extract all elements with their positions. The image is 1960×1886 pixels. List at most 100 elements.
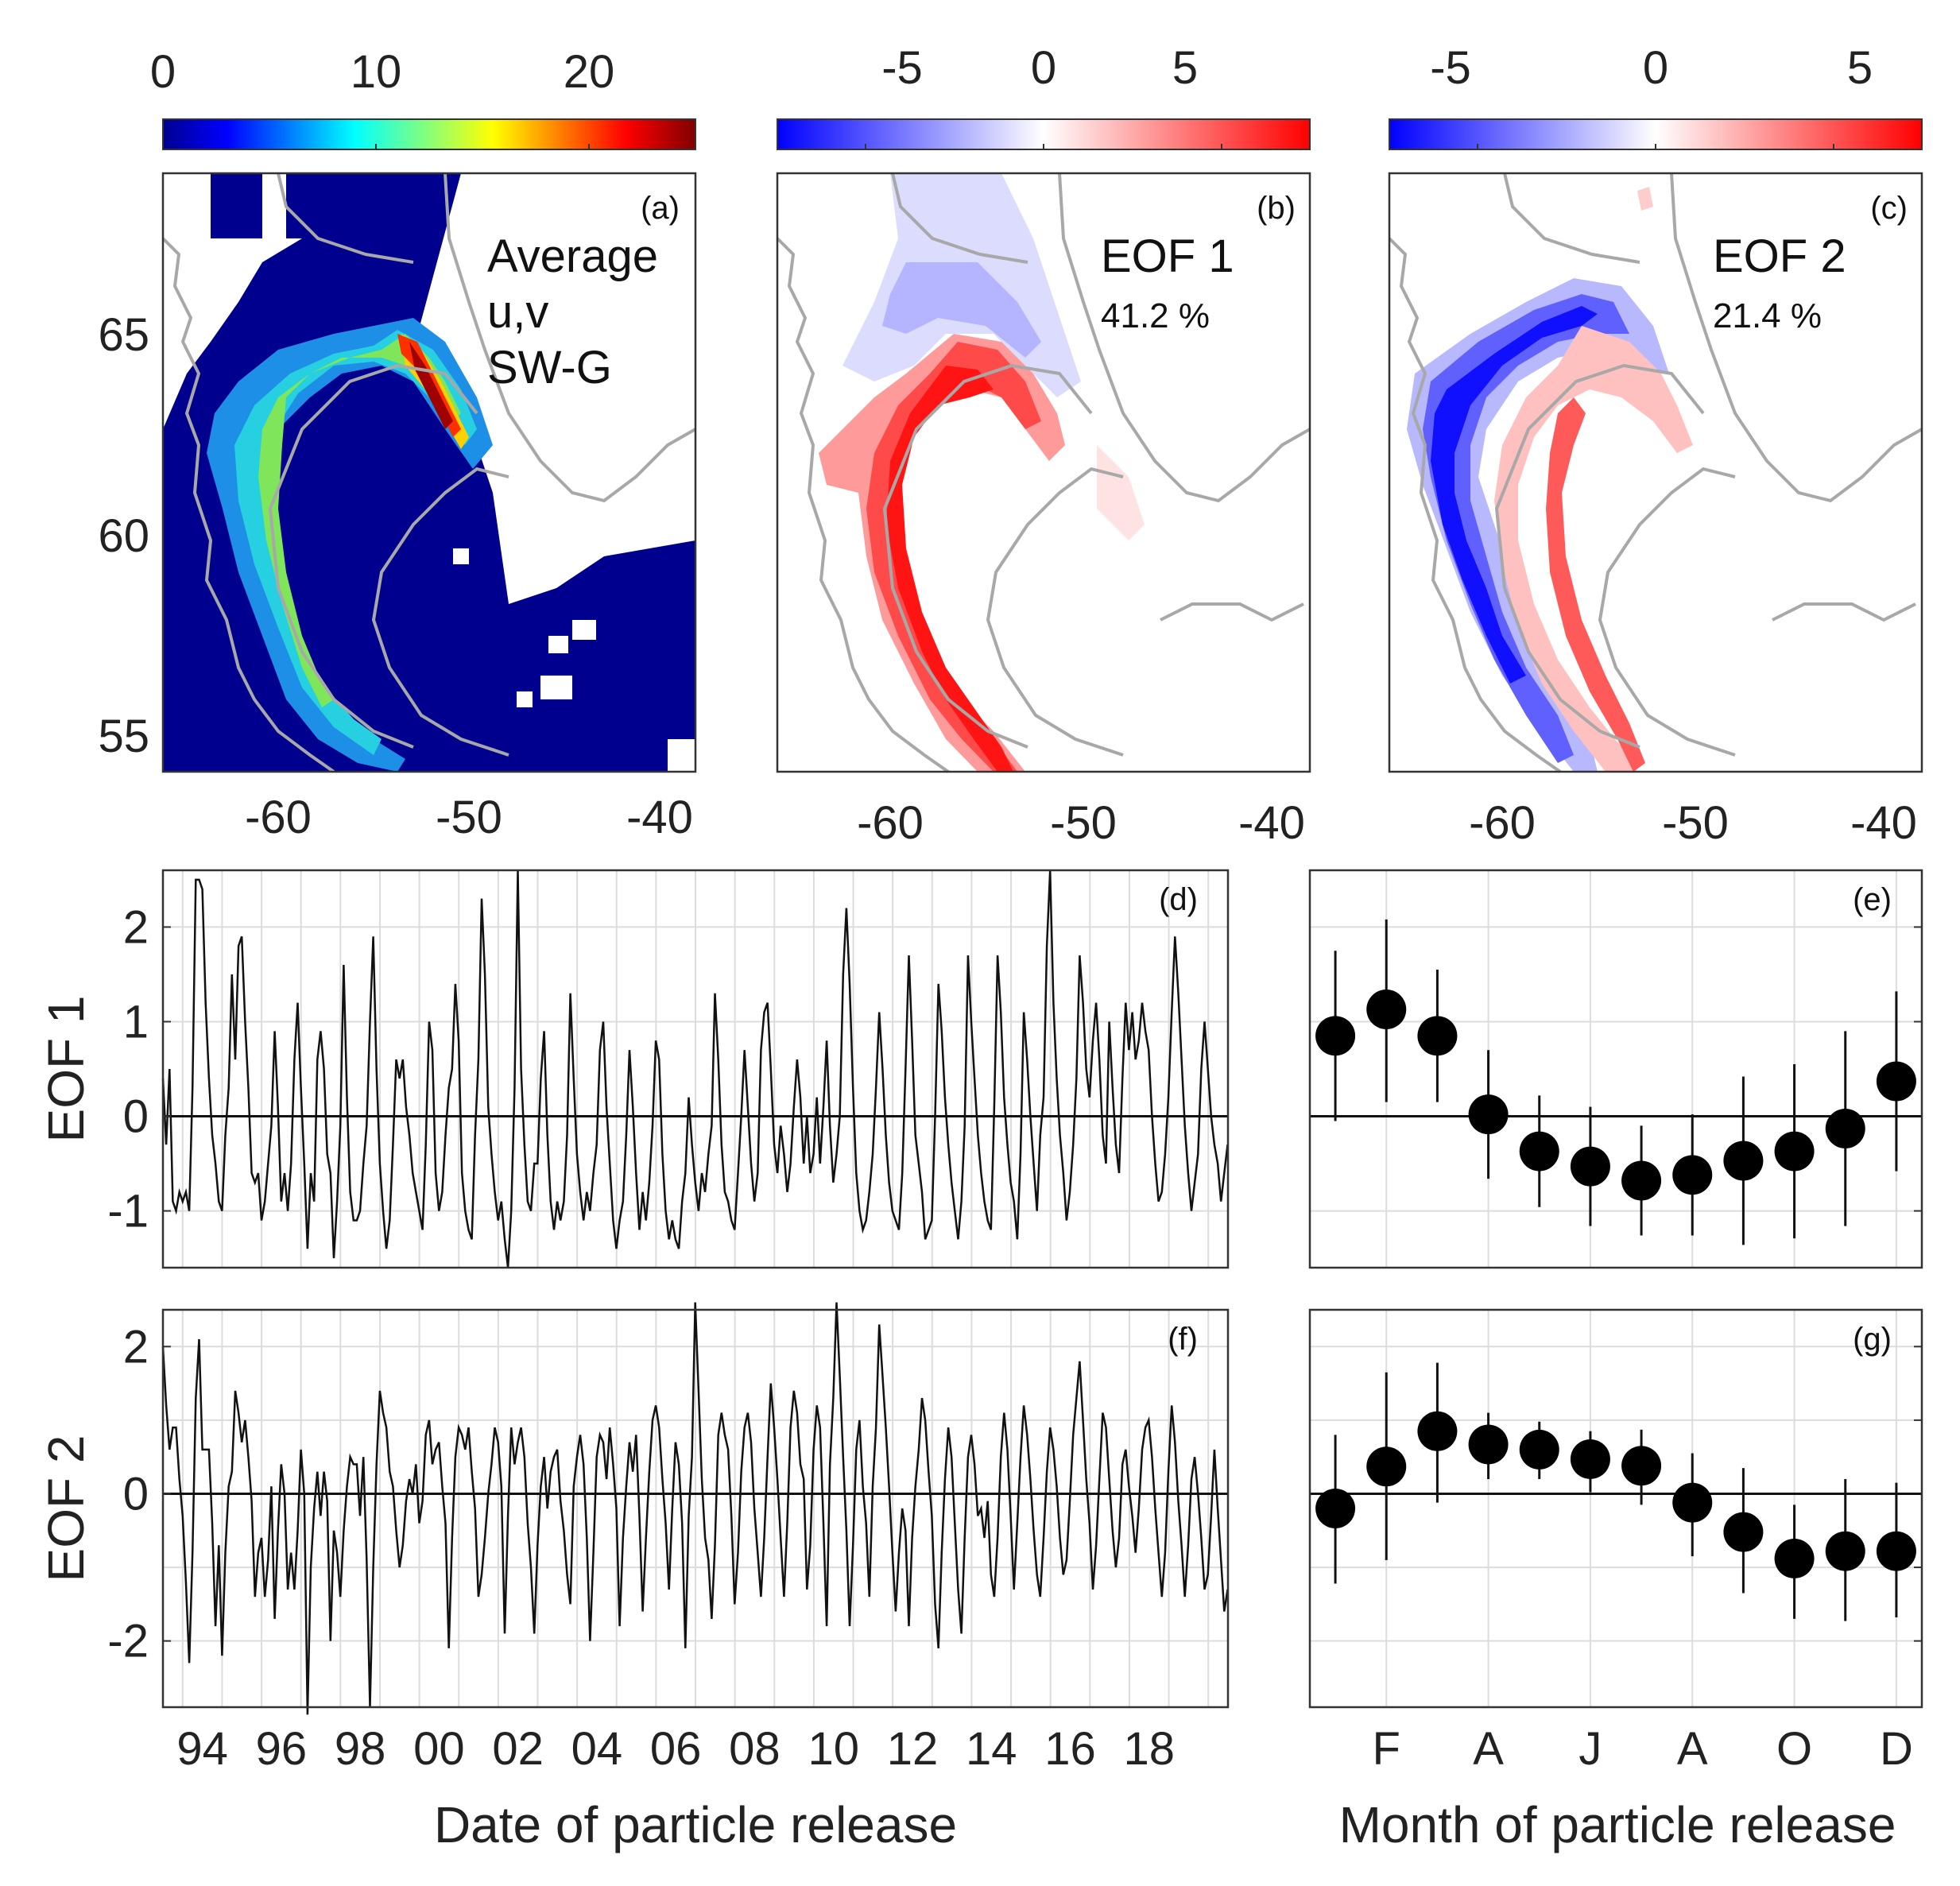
panel-c-label: (c) xyxy=(1870,191,1908,226)
panel-g: (g) F A J A O D Month of particle release xyxy=(1308,1308,1923,1853)
data-point xyxy=(1621,1446,1662,1486)
data-point xyxy=(1519,1131,1559,1171)
x-tick-label: -50 xyxy=(1050,797,1117,849)
x-tick-label: A xyxy=(1677,1723,1708,1775)
map-b-xticks: -60 -50 -40 xyxy=(857,797,1305,849)
x-tick-label: -50 xyxy=(1662,797,1729,849)
data-point xyxy=(1570,1146,1610,1187)
x-tick-label: -40 xyxy=(626,792,693,843)
map-a-xticks: -60 -50 -40 xyxy=(245,792,693,843)
x-tick-label: 14 xyxy=(966,1723,1017,1775)
colorbar-b-tick-label: 5 xyxy=(1172,42,1198,94)
x-tick-label: 10 xyxy=(808,1723,859,1775)
data-point xyxy=(1723,1141,1764,1181)
x-tick-label: 08 xyxy=(729,1723,781,1775)
panel-g-label: (g) xyxy=(1853,1322,1892,1357)
x-tick-label: 98 xyxy=(335,1723,386,1775)
x-tick-label: A xyxy=(1473,1723,1504,1775)
x-tick-label: -60 xyxy=(857,797,924,849)
panel-b-label: (b) xyxy=(1257,191,1296,226)
data-point xyxy=(1519,1429,1559,1470)
data-point xyxy=(1468,1094,1509,1135)
panel-d-label: (d) xyxy=(1159,882,1198,917)
plot-frame xyxy=(161,869,1230,1269)
colorbar-c-ticks: -5 0 5 xyxy=(1430,42,1873,149)
panel-a: 0 10 20 xyxy=(98,46,697,843)
data-point xyxy=(1774,1538,1815,1578)
y-tick-label: -1 xyxy=(107,1186,149,1237)
colorbar-c-tick-label: -5 xyxy=(1430,42,1471,94)
panel-c: -5 0 5 (c) EOF 2 21.4 % -60 -50 -4 xyxy=(1388,42,1923,849)
series-line xyxy=(161,1302,1229,1715)
colorbar-a-tick-label: 20 xyxy=(564,46,615,98)
y-tick-label: 0 xyxy=(123,1468,149,1520)
plot-frame xyxy=(1308,1308,1923,1709)
plot-frame xyxy=(1308,869,1923,1269)
data-point xyxy=(1672,1482,1713,1523)
panel-b-annotation: 41.2 % xyxy=(1101,296,1210,335)
data-point xyxy=(1621,1160,1662,1201)
data-point xyxy=(1417,1016,1458,1056)
x-axis-label: Date of particle release xyxy=(434,1796,957,1853)
panel-c-annotation: EOF 2 xyxy=(1713,230,1846,282)
x-tick-label: -60 xyxy=(1469,797,1536,849)
y-tick-label: 2 xyxy=(123,901,149,953)
x-tick-label: F xyxy=(1373,1723,1400,1775)
data-point xyxy=(1417,1411,1458,1451)
panel-e-label: (e) xyxy=(1853,882,1892,917)
map-a-frame xyxy=(161,172,697,773)
panel-d: -1 0 1 2 (d) EOF 1 xyxy=(37,869,1230,1269)
x-axis-label: Month of particle release xyxy=(1339,1796,1896,1853)
panel-b-annotation: EOF 1 xyxy=(1101,230,1234,282)
data-point xyxy=(1876,1061,1916,1102)
x-tick-label: 00 xyxy=(413,1723,465,1775)
panel-a-annotation: u,v xyxy=(487,286,548,338)
panel-a-annotation: Average xyxy=(487,230,658,282)
colorbar-a-tick-label: 0 xyxy=(150,46,176,98)
x-tick-label: 12 xyxy=(887,1723,939,1775)
y-axis-label: EOF 2 xyxy=(37,1435,95,1582)
colorbar-b-tick-label: -5 xyxy=(881,42,923,94)
colorbar-b-ticks: -5 0 5 xyxy=(865,42,1222,149)
x-tick-label: 96 xyxy=(256,1723,308,1775)
map-b-frame xyxy=(776,172,1311,773)
data-point xyxy=(1825,1109,1865,1148)
panel-a-annotation: SW-G xyxy=(487,342,612,393)
map-c-field xyxy=(1407,187,1693,772)
x-tick-label: -40 xyxy=(1238,797,1305,849)
map-a-coastlines xyxy=(161,172,696,773)
panel-a-label: (a) xyxy=(641,191,680,226)
x-tick-label: D xyxy=(1880,1723,1913,1775)
x-tick-label: O xyxy=(1776,1723,1812,1775)
x-tick-label: 02 xyxy=(492,1723,544,1775)
colorbar-a-tick-label: 10 xyxy=(351,46,402,98)
colorbar-b-tick-label: 0 xyxy=(1031,42,1056,94)
x-tick-label: -60 xyxy=(245,792,312,843)
data-point xyxy=(1570,1439,1610,1479)
colorbar-a xyxy=(162,118,696,150)
plot-background xyxy=(1310,1310,1922,1707)
data-point xyxy=(1876,1531,1916,1571)
data-point xyxy=(1723,1512,1764,1552)
y-axis-label: EOF 1 xyxy=(37,996,95,1143)
x-tick-label: 04 xyxy=(571,1723,623,1775)
map-c-frame xyxy=(1388,172,1923,773)
panel-c-annotation: 21.4 % xyxy=(1713,296,1822,335)
map-a-yticks: 65 60 55 xyxy=(98,309,149,762)
y-tick-label: -2 xyxy=(107,1616,149,1667)
data-point xyxy=(1774,1131,1815,1171)
data-point xyxy=(1825,1531,1865,1571)
x-tick-label: 94 xyxy=(176,1723,228,1775)
map-c-xticks: -60 -50 -40 xyxy=(1469,797,1917,849)
map-c-coastlines xyxy=(1388,172,1923,773)
y-tick-label: 0 xyxy=(123,1091,149,1143)
map-b-field xyxy=(819,173,1145,772)
panel-b: -5 0 5 (b) EOF 1 41.2 % -60 -50 -4 xyxy=(776,42,1311,849)
colorbar-a-ticks: 0 10 20 xyxy=(150,46,614,149)
x-tick-label: 06 xyxy=(650,1723,702,1775)
plot-frame xyxy=(161,1308,1230,1709)
y-tick-label: 1 xyxy=(123,996,149,1048)
colorbar-c-tick-label: 0 xyxy=(1643,42,1668,94)
